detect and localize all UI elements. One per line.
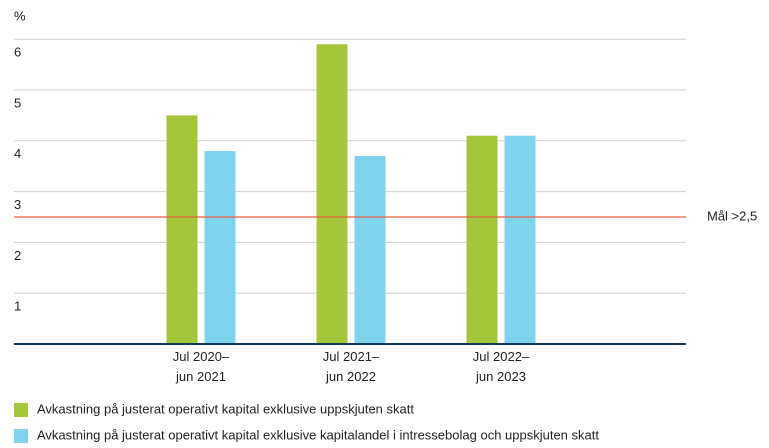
x-tick-label: Jul 2020– jun 2021 [173,349,230,384]
x-tick-line: Jul 2021– [323,349,380,364]
y-tick-label: 4 [14,146,21,161]
x-tick-line: jun 2022 [325,369,376,384]
y-tick-label: 2 [14,248,21,263]
bar [466,135,498,344]
x-tick-label: Jul 2022– jun 2023 [473,349,530,384]
bar [354,156,386,344]
y-tick-label: 3 [14,197,21,212]
legend-swatch [14,429,28,443]
y-axis-label: % [14,8,26,23]
bar [166,115,198,345]
y-tick-label: 5 [14,95,21,110]
bar [316,44,348,344]
x-tick-label: Jul 2021– jun 2022 [323,349,380,384]
x-tick-line: jun 2021 [175,369,226,384]
x-tick-line: Jul 2022– [473,349,530,364]
target-label: Mål >2,5 [707,208,757,223]
x-tick-line: jun 2023 [475,369,526,384]
y-tick-label: 1 [14,299,21,314]
bar [504,135,536,344]
legend-swatch [14,403,28,417]
legend-label: Avkastning på justerat operativt kapital… [37,427,599,442]
legend-label: Avkastning på justerat operativt kapital… [37,401,414,416]
x-tick-line: Jul 2020– [173,349,230,364]
y-tick-label: 6 [14,45,21,60]
bar [204,150,236,344]
